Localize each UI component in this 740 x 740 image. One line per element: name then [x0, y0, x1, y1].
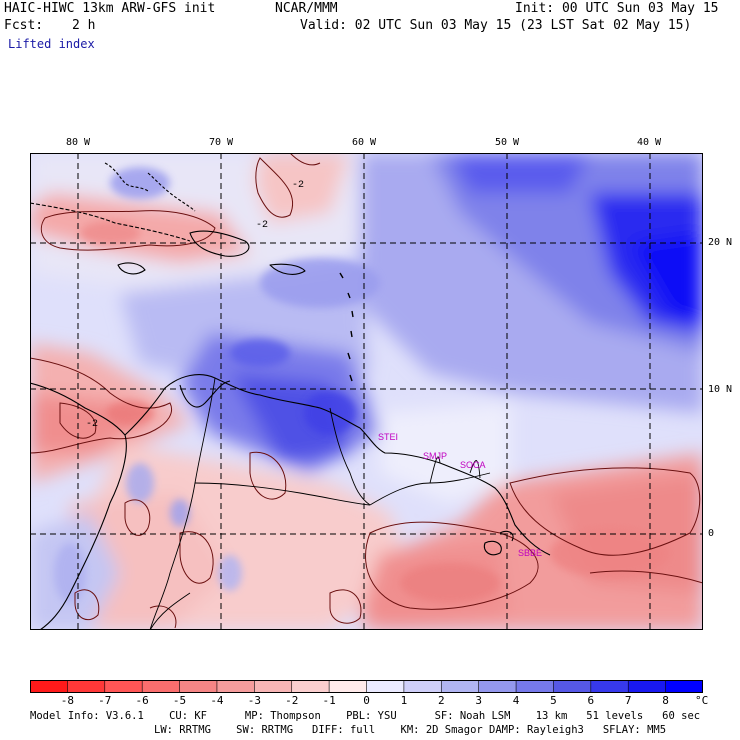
colorbar-cell [179, 680, 218, 693]
station-label-stei: STEI [378, 432, 398, 442]
lon-label-70w: 70 W [209, 137, 234, 148]
colorbar-cell [328, 680, 368, 693]
colorbar-cell [440, 680, 480, 693]
field-name: Lifted index [8, 37, 95, 51]
colorbar-tick-label: -6 [135, 694, 149, 707]
colorbar-tick-label: 3 [475, 694, 482, 707]
footer-physics-info: LW: RRTMG SW: RRTMG DIFF: full KM: 2D Sm… [154, 724, 667, 736]
colorbar-tick-label: 0 [363, 694, 370, 707]
colorbar-tick-label: -2 [285, 694, 299, 707]
org-label: NCAR/MMM [275, 1, 338, 16]
colorbar-cell [478, 680, 517, 693]
station-label-smjp: SMJP [423, 451, 447, 461]
colorbar-cell [104, 680, 143, 693]
colorbar-cell [553, 680, 592, 693]
colorbar-tick-label: 2 [437, 694, 445, 707]
colorbar-cell [216, 680, 256, 693]
lifted-index-map: -2 -2 -2 [30, 153, 703, 630]
contour-label: -2 [256, 220, 268, 231]
colorbar-cell [366, 680, 405, 693]
colorbar-cell [291, 680, 330, 693]
colorbar-cell [515, 680, 555, 693]
colorbar-cell [590, 680, 630, 693]
colorbar-tick-label: 7 [624, 694, 632, 707]
contour-label: -2 [292, 180, 304, 191]
colorbar-tick-label: -4 [210, 694, 224, 707]
colorbar-tick-label: -1 [322, 694, 336, 707]
colorbar-tick-label: 1 [400, 694, 408, 707]
colorbar-cell [403, 680, 443, 693]
init-time: Init: 00 UTC Sun 03 May 15 [515, 1, 719, 16]
colorbar-tick-label: -7 [98, 694, 112, 707]
contour-label: -2 [86, 419, 98, 430]
colorbar-tick-label: -5 [172, 694, 187, 707]
map-frame [30, 153, 703, 630]
colorbar-cell [254, 680, 293, 693]
footer-model-info: Model Info: V3.6.1 CU: KF MP: Thompson P… [30, 710, 701, 722]
station-label-soca: SOCA [460, 460, 486, 470]
colorbar-cell [627, 680, 667, 693]
colorbar-cell [67, 680, 106, 693]
colorbar-tick-label: 4 [512, 694, 520, 707]
valid-time: Valid: 02 UTC Sun 03 May 15 (23 LST Sat … [300, 18, 692, 33]
colorbar-cell [665, 680, 703, 693]
colorbar-unit: °C [695, 694, 709, 707]
lon-label-50w: 50 W [495, 137, 520, 148]
colorbar-tick-label: 6 [587, 694, 595, 707]
forecast-label: Fcst: [4, 18, 44, 33]
lat-label-10n: 10 N [708, 384, 733, 395]
colorbar-cell [141, 680, 181, 693]
lat-label-0: 0 [708, 528, 715, 539]
colorbar-cell [30, 680, 69, 693]
lon-label-40w: 40 W [637, 137, 662, 148]
colorbar-tick-label: -8 [60, 694, 74, 707]
model-title: HAIC-HIWC 13km ARW-GFS init [4, 1, 216, 16]
colorbar-tick-label: 5 [550, 694, 557, 707]
colorbar-tick-label: -3 [247, 694, 261, 707]
lon-label-60w: 60 W [352, 137, 377, 148]
colorbar [30, 680, 703, 693]
colorbar-tick-label: 8 [662, 694, 669, 707]
lon-label-80w: 80 W [66, 137, 91, 148]
lat-label-20n: 20 N [708, 237, 733, 248]
station-label-sbbe: SBBE [518, 548, 542, 558]
forecast-hour: 2 h [72, 18, 96, 33]
